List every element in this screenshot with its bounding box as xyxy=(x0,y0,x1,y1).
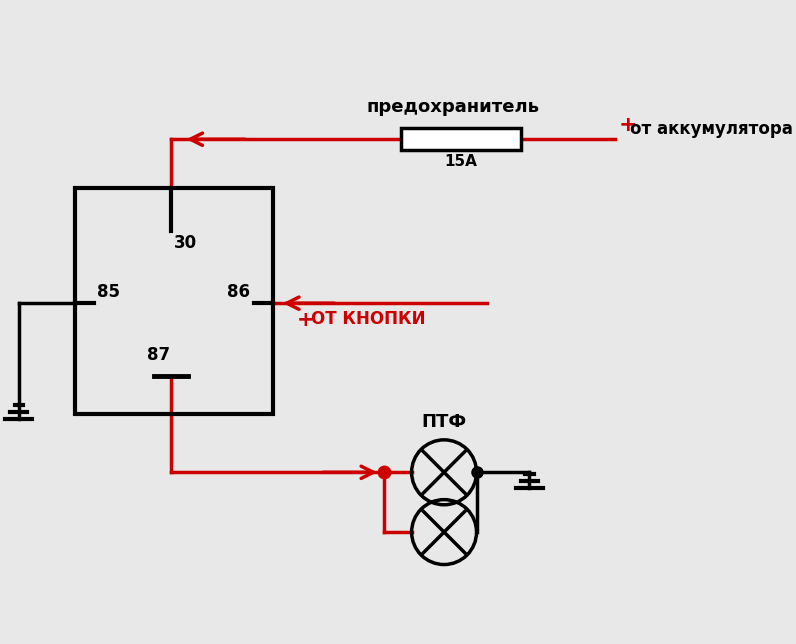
Text: ПТФ: ПТФ xyxy=(422,413,466,431)
Text: 86: 86 xyxy=(227,283,250,301)
Bar xyxy=(401,128,521,150)
Text: ОТ КНОПКИ: ОТ КНОПКИ xyxy=(311,310,425,328)
Text: от аккумулятора: от аккумулятора xyxy=(630,120,793,138)
Text: 85: 85 xyxy=(96,283,119,301)
Text: +: + xyxy=(297,310,314,330)
Text: 15А: 15А xyxy=(445,154,478,169)
Bar xyxy=(75,188,273,414)
Text: 30: 30 xyxy=(174,234,197,252)
Text: 87: 87 xyxy=(147,346,170,364)
Text: +: + xyxy=(618,115,637,135)
Text: предохранитель: предохранитель xyxy=(366,98,539,116)
